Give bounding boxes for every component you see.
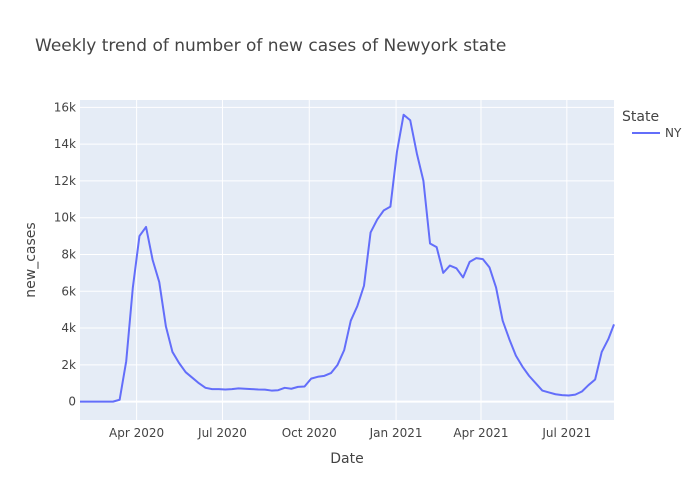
- x-axis-label: Date: [330, 451, 363, 467]
- series-lines: [80, 113, 615, 403]
- y-tick-label: 4k: [61, 321, 76, 335]
- y-tick-label: 2k: [61, 358, 76, 372]
- y-tick-label: 16k: [54, 100, 76, 114]
- x-tick-label: Jan 2021: [369, 426, 423, 440]
- legend[interactable]: State NY: [622, 109, 682, 140]
- legend-title: State: [622, 109, 659, 125]
- x-tick-label: Jul 2021: [541, 426, 591, 440]
- y-tick-label: 12k: [54, 174, 76, 188]
- y-tick-label: 8k: [61, 247, 76, 261]
- x-tick-labels: Apr 2020 Jul 2020 Oct 2020 Jan 2021 Apr 2021…: [109, 426, 591, 440]
- y-tick-label: 14k: [54, 137, 76, 151]
- series-line-ny[interactable]: [80, 113, 615, 403]
- y-tick-label: 10k: [54, 211, 76, 225]
- y-axis-label: new_cases: [23, 222, 39, 297]
- y-gridlines: [80, 106, 614, 403]
- x-tick-label: Oct 2020: [282, 426, 337, 440]
- x-tick-label: Jul 2020: [197, 426, 247, 440]
- y-tick-label: 0: [68, 395, 76, 409]
- chart-title: Weekly trend of number of new cases of N…: [35, 36, 506, 56]
- y-tick-labels: 0 2k 4k 6k 8k 10k 12k 14k 16k: [54, 100, 76, 408]
- legend-item-ny[interactable]: NY: [665, 126, 682, 140]
- x-tick-label: Apr 2020: [109, 426, 164, 440]
- plot-area[interactable]: [80, 100, 614, 420]
- x-gridlines: [136, 100, 568, 420]
- x-tick-label: Apr 2021: [453, 426, 508, 440]
- y-tick-label: 6k: [61, 284, 76, 298]
